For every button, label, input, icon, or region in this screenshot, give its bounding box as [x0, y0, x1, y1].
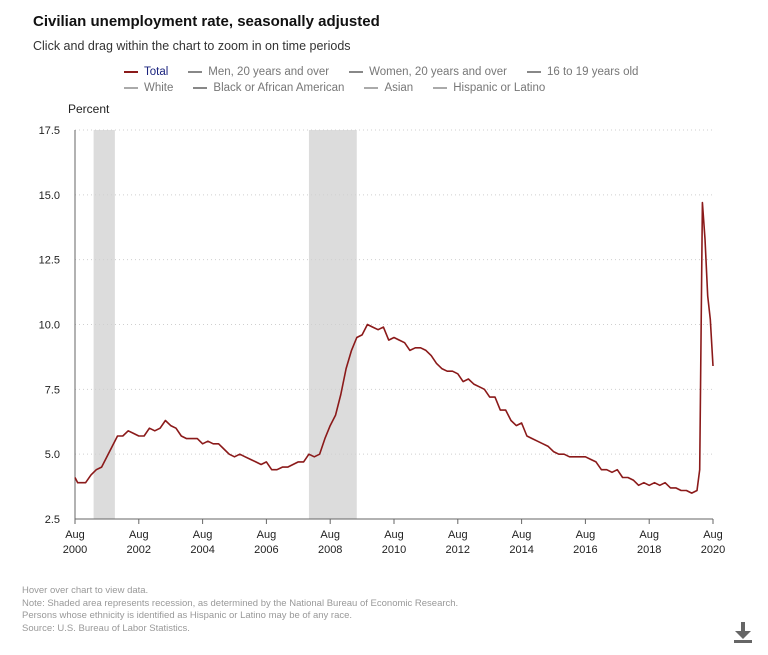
note-recession: Note: Shaded area represents recession, …: [22, 597, 459, 609]
legend-item-men-20-over[interactable]: Men, 20 years and over: [188, 66, 329, 78]
legend-swatch: [433, 87, 448, 89]
x-tick-month: Aug: [320, 529, 340, 541]
legend-swatch: [124, 87, 138, 89]
legend-label: Asian: [384, 82, 414, 94]
y-tick-label: 12.5: [39, 255, 60, 267]
legend-item-total[interactable]: Total: [124, 66, 168, 78]
series-line-total: [74, 201, 714, 494]
legend-swatch: [527, 71, 541, 73]
legend-label: Black or African American: [213, 82, 345, 94]
legend-swatch: [364, 87, 379, 89]
x-tick-month: Aug: [257, 529, 277, 541]
legend-label: 16 to 19 years old: [547, 66, 639, 78]
note-source: Source: U.S. Bureau of Labor Statistics.: [22, 622, 190, 634]
x-tick-year: 2020: [701, 544, 725, 556]
legend-swatch: [124, 71, 138, 73]
legend-row: White Black or African American Asian Hi…: [124, 80, 724, 96]
chart-title: Civilian unemployment rate, seasonally a…: [33, 13, 380, 30]
x-tick-year: 2018: [637, 544, 661, 556]
chart-notes: Hover over chart to view data. Note: Sha…: [22, 585, 458, 635]
legend-label: Women, 20 years and over: [369, 66, 507, 78]
legend-label: Men, 20 years and over: [208, 66, 330, 78]
download-button[interactable]: [732, 620, 754, 644]
note-hover: Hover over chart to view data.: [22, 585, 149, 596]
legend-item-asian[interactable]: Asian: [364, 82, 413, 94]
x-tick-month: Aug: [448, 529, 468, 541]
x-tick-year: 2004: [190, 544, 214, 556]
chart-legend: Total Men, 20 years and over Women, 20 y…: [124, 64, 724, 96]
legend-item-women-20-over[interactable]: Women, 20 years and over: [349, 66, 507, 78]
x-tick-year: 2016: [573, 544, 597, 556]
x-tick-year: 2010: [382, 544, 406, 556]
legend-label: White: [144, 82, 174, 94]
recession-band: [93, 130, 115, 519]
x-tick-year: 2012: [446, 544, 470, 556]
x-tick-month: Aug: [65, 529, 85, 541]
recession-band: [308, 130, 357, 519]
x-tick-month: Aug: [639, 529, 659, 541]
download-icon: [734, 622, 752, 643]
x-tick-month: Aug: [384, 529, 404, 541]
legend-item-16-19[interactable]: 16 to 19 years old: [527, 66, 638, 78]
legend-swatch: [193, 87, 208, 89]
legend-item-black[interactable]: Black or African American: [193, 82, 344, 94]
legend-row: Total Men, 20 years and over Women, 20 y…: [124, 64, 724, 80]
x-tick-month: Aug: [703, 529, 723, 541]
x-tick-year: 2008: [318, 544, 342, 556]
chart-subtitle: Click and drag within the chart to zoom …: [33, 39, 351, 53]
x-tick-month: Aug: [576, 529, 596, 541]
x-tick-month: Aug: [512, 529, 532, 541]
legend-item-hispanic[interactable]: Hispanic or Latino: [433, 82, 545, 94]
x-tick-month: Aug: [193, 529, 213, 541]
y-tick-label: 15.0: [39, 190, 60, 202]
note-ethnicity: Persons whose ethnicity is identified as…: [22, 610, 353, 621]
x-tick-year: 2006: [254, 544, 278, 556]
y-tick-label: 5.0: [45, 449, 60, 461]
y-axis-label: Percent: [68, 102, 110, 116]
legend-swatch: [349, 71, 364, 73]
x-tick-year: 2000: [63, 544, 87, 556]
x-tick-month: Aug: [129, 529, 149, 541]
legend-item-white[interactable]: White: [124, 82, 173, 94]
y-tick-label: 2.5: [45, 514, 60, 526]
legend-label: Hispanic or Latino: [453, 82, 546, 94]
x-tick-year: 2014: [509, 544, 533, 556]
legend-label: Total: [144, 66, 169, 78]
y-tick-label: 10.0: [39, 320, 60, 332]
line-chart[interactable]: 2.5 5.0 7.5 10.0 12.5 15.0 17.5 Aug 2000 Aug 2002 A…: [0, 0, 768, 580]
legend-swatch: [188, 71, 203, 73]
y-tick-label: 17.5: [39, 125, 60, 137]
y-tick-label: 7.5: [45, 384, 60, 396]
x-tick-year: 2002: [127, 544, 151, 556]
